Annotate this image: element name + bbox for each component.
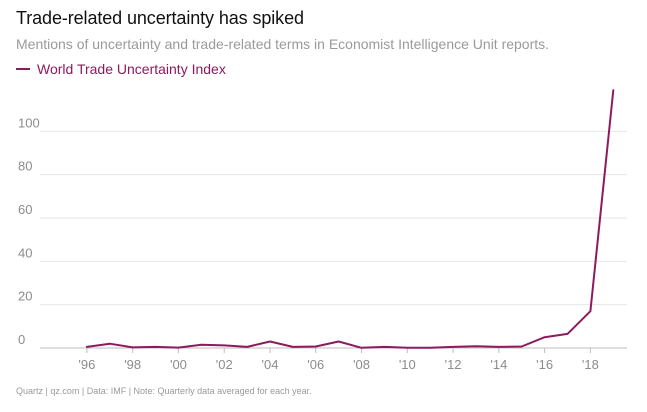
x-tick-label: '06 [307, 357, 324, 372]
legend-label: World Trade Uncertainty Index [37, 61, 226, 77]
y-tick-label: 40 [18, 245, 32, 260]
x-tick-label: '14 [490, 357, 507, 372]
y-tick-label: 20 [18, 289, 32, 304]
x-tick-label: '02 [216, 357, 233, 372]
grid-lines [40, 130, 627, 306]
chart-subtitle: Mentions of uncertainty and trade-relate… [16, 36, 550, 52]
y-tick-label: 80 [18, 159, 32, 174]
legend-line-swatch [16, 68, 30, 70]
x-tick-label: '16 [536, 357, 553, 372]
x-tick-label: '12 [445, 357, 462, 372]
series-world-trade-uncertainty [85, 89, 615, 349]
x-tick-label: '00 [170, 357, 187, 372]
x-tick-label: '18 [582, 357, 599, 372]
series-line [85, 89, 615, 349]
chart-footer: Quartz | qz.com | Data: IMF | Note: Quar… [16, 386, 312, 396]
y-axis-ticks: 0 20 40 60 80 100 [18, 115, 40, 347]
x-tick-label: '10 [399, 357, 416, 372]
y-tick-label: 0 [18, 332, 25, 347]
y-tick-label: 100 [18, 115, 40, 130]
legend: World Trade Uncertainty Index [16, 61, 226, 77]
x-tick-label: '04 [262, 357, 279, 372]
x-axis-ticks: '96 '98 '00 '02 '04 '06 '08 '10 '12 '14 '16 '18 [78, 348, 599, 372]
x-tick-label: '96 [78, 357, 95, 372]
chart-title: Trade-related uncertainty has spiked [16, 8, 304, 28]
y-tick-label: 60 [18, 202, 32, 217]
x-tick-label: '98 [124, 357, 141, 372]
x-tick-label: '08 [353, 357, 370, 372]
